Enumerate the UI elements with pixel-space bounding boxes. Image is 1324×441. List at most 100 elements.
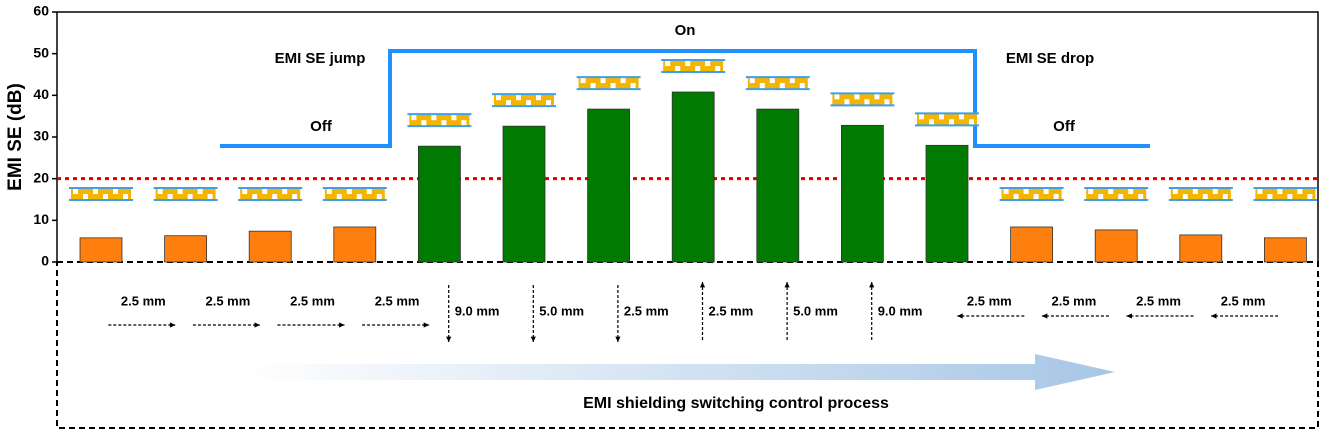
layer-icon	[441, 120, 447, 127]
layer-icon	[663, 60, 724, 72]
layer-icon	[949, 119, 954, 126]
layer-icon	[1003, 188, 1009, 194]
annotation: On	[675, 22, 696, 39]
layer-icon	[747, 77, 808, 90]
layer-icon	[1267, 194, 1273, 200]
step-label: 2.5 mm	[624, 303, 669, 318]
layer-icon	[336, 194, 342, 200]
layer-icon	[1118, 194, 1124, 200]
layer-icon	[197, 188, 203, 194]
annotation: EMI SE drop	[1006, 50, 1094, 67]
layer-icon	[93, 188, 98, 194]
layer-icon	[71, 188, 131, 200]
bar	[925, 144, 969, 263]
step-arrowhead	[339, 322, 345, 328]
layer-icon	[1297, 188, 1303, 194]
layer-icon	[695, 66, 701, 72]
layer-icon	[494, 94, 554, 107]
layer-icon	[155, 188, 216, 200]
layer-icon	[1287, 194, 1293, 200]
layer-icon	[1108, 188, 1114, 194]
layer-icon	[864, 99, 870, 106]
layer-icon	[516, 94, 521, 101]
layer-icon	[103, 194, 108, 200]
bar	[671, 91, 715, 263]
layer-icon	[779, 83, 785, 90]
layer-icon	[620, 77, 626, 84]
layer-icon	[1212, 188, 1218, 194]
layer-icon	[207, 194, 213, 200]
layer-icon	[715, 66, 721, 72]
layer-icon	[1170, 188, 1231, 200]
layer-icon	[1001, 188, 1062, 200]
layer-icon	[326, 188, 332, 194]
layer-icon	[324, 188, 385, 200]
layer-icon	[376, 194, 382, 200]
layer-icon	[939, 113, 944, 120]
step-label: 2.5 mm	[121, 293, 166, 308]
layer-icon	[705, 60, 711, 66]
y-tick-label: 30	[33, 128, 49, 144]
step-label: 2.5 mm	[967, 293, 1012, 308]
step-label: 2.5 mm	[205, 293, 250, 308]
layer-icon	[580, 77, 586, 84]
layer-icon	[1172, 188, 1178, 194]
step-label: 9.0 mm	[455, 303, 500, 318]
step-label: 5.0 mm	[793, 303, 838, 318]
step-label: 2.5 mm	[290, 293, 335, 308]
layer-icon	[749, 77, 755, 84]
layer-icon	[292, 194, 298, 200]
layer-icon	[1053, 194, 1059, 200]
step-arrowhead	[1041, 313, 1048, 319]
layer-icon	[366, 188, 372, 194]
y-tick-label: 20	[33, 169, 49, 185]
layer-icon	[451, 114, 457, 121]
layer-icon	[832, 93, 893, 106]
layer-icon	[834, 93, 840, 100]
layer-icon	[409, 114, 470, 127]
layer-icon	[506, 100, 511, 107]
layer-icon	[1013, 194, 1019, 200]
bar	[248, 230, 292, 263]
bar	[502, 125, 546, 263]
bar	[333, 226, 377, 263]
y-axis-label: EMI SE (dB)	[5, 83, 26, 191]
layer-icon	[282, 188, 288, 194]
layer-icon	[1192, 188, 1198, 194]
layer-icon	[546, 100, 551, 107]
step-label: 9.0 mm	[878, 303, 923, 318]
step-arrowhead	[1211, 313, 1217, 319]
layer-icon	[630, 83, 636, 90]
layer-icon	[1043, 188, 1049, 194]
layer-icon	[919, 113, 924, 120]
step-arrowhead	[423, 322, 430, 328]
layer-icon	[536, 94, 541, 101]
process-label: EMI shielding switching control process	[583, 395, 889, 412]
y-tick-label: 40	[33, 86, 49, 102]
step-arrowhead	[784, 282, 790, 288]
layer-icon	[421, 120, 427, 127]
layer-icon	[262, 188, 268, 194]
annotation: EMI SE jump	[275, 50, 366, 67]
step-label: 2.5 mm	[1221, 293, 1266, 308]
layer-icon	[959, 113, 964, 120]
layer-icon	[113, 188, 118, 194]
layer-icon	[1138, 194, 1144, 200]
layer-icon	[1277, 188, 1283, 194]
layer-icon	[461, 120, 467, 127]
layer-icon	[1086, 188, 1147, 200]
layer-icon	[874, 93, 880, 100]
step-arrowhead	[254, 322, 260, 328]
layer-icon	[123, 194, 128, 200]
bar	[164, 235, 208, 263]
layer-icon	[240, 188, 301, 200]
layer-icon	[600, 77, 606, 84]
layer-icon	[884, 99, 890, 106]
layer-icon	[759, 83, 765, 90]
process-arrow	[240, 354, 1115, 390]
layer-icon	[769, 77, 775, 84]
layer-icon	[73, 188, 78, 194]
layer-icon	[1128, 188, 1134, 194]
plot-frame	[57, 11, 1319, 262]
bar	[417, 145, 461, 263]
